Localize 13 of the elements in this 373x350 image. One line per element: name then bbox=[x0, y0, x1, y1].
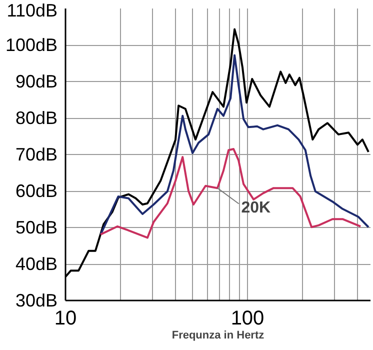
y-tick-label: 70dB bbox=[15, 144, 58, 164]
y-tick-label: 80dB bbox=[15, 108, 58, 128]
x-tick-label: 10 bbox=[54, 308, 77, 330]
y-tick-label: 60dB bbox=[15, 181, 58, 201]
y-tick-label: 30dB bbox=[15, 290, 58, 310]
y-tick-label: 100dB bbox=[5, 35, 58, 55]
x-tick-label: 100 bbox=[230, 308, 264, 330]
y-tick-label: 110dB bbox=[6, 0, 58, 20]
x-axis-title: Frequnza in Hertz bbox=[172, 330, 265, 342]
annotation: 20K bbox=[241, 200, 272, 217]
y-tick-label: 50dB bbox=[15, 218, 58, 238]
y-tick-label: 40dB bbox=[15, 254, 58, 274]
y-tick-label: 90dB bbox=[15, 72, 58, 92]
